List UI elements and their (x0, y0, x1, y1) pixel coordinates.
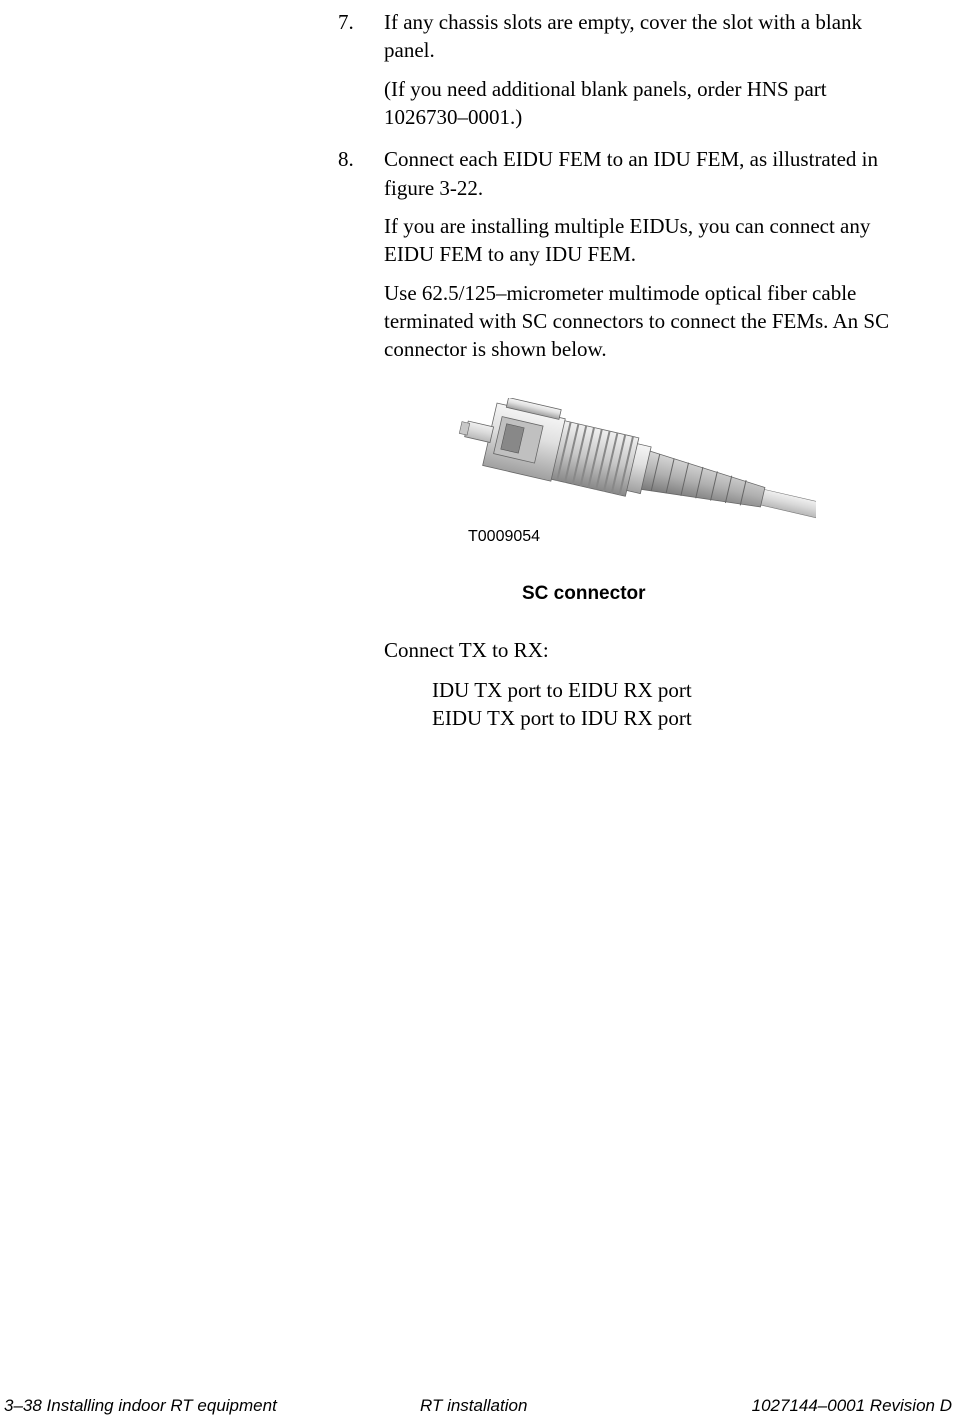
step-body: If any chassis slots are empty, cover th… (384, 8, 893, 141)
step-paragraph: If you are installing multiple EIDUs, yo… (384, 212, 893, 269)
step-paragraph: (If you need additional blank panels, or… (384, 75, 893, 132)
connect-item: EIDU TX port to IDU RX port (432, 704, 893, 732)
footer-center: RT installation (420, 1396, 527, 1416)
step-7: 7. If any chassis slots are empty, cover… (338, 8, 893, 141)
main-content: 7. If any chassis slots are empty, cover… (338, 8, 893, 733)
figure-reference-label: T0009054 (468, 528, 540, 546)
figure-caption: SC connector (522, 583, 646, 605)
step-paragraph: Use 62.5/125–micrometer multimode optica… (384, 279, 893, 364)
step-paragraph: Connect each EIDU FEM to an IDU FEM, as … (384, 145, 893, 202)
step-number: 8. (338, 145, 384, 373)
step-body: Connect each EIDU FEM to an IDU FEM, as … (384, 145, 893, 373)
footer-right: 1027144–0001 Revision D (752, 1396, 952, 1416)
step-paragraph: If any chassis slots are empty, cover th… (384, 8, 893, 65)
connect-section: Connect TX to RX: IDU TX port to EIDU RX… (384, 636, 893, 733)
figure-sc-connector: T0009054 SC connector (338, 398, 893, 608)
step-number: 7. (338, 8, 384, 141)
step-8: 8. Connect each EIDU FEM to an IDU FEM, … (338, 145, 893, 373)
connect-heading: Connect TX to RX: (384, 636, 893, 664)
connect-item: IDU TX port to EIDU RX port (432, 676, 893, 704)
footer-left: 3–38 Installing indoor RT equipment (4, 1396, 277, 1416)
